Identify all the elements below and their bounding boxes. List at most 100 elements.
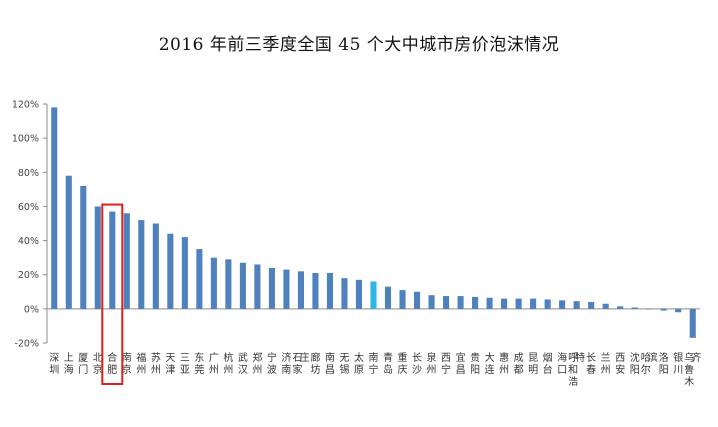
x-tick-label: 昆明 bbox=[528, 352, 538, 376]
bar bbox=[573, 301, 580, 309]
y-tick-label: -20% bbox=[14, 339, 39, 350]
x-tick-label: 哈尔滨 bbox=[641, 351, 658, 376]
x-tick-label: 泉州 bbox=[427, 351, 437, 376]
bar bbox=[297, 271, 304, 309]
x-tick-label: 南昌 bbox=[325, 351, 335, 376]
overlays bbox=[101, 203, 124, 385]
x-tick-label: 武汉 bbox=[238, 351, 248, 376]
bar bbox=[152, 223, 159, 309]
bar bbox=[530, 298, 537, 309]
y-tick-label: 60% bbox=[18, 202, 39, 213]
y-tick-label: 80% bbox=[18, 168, 39, 179]
x-tick-label: 长沙 bbox=[412, 352, 422, 376]
x-tick-label: 长春 bbox=[586, 352, 596, 376]
x-tick-label: 重庆 bbox=[398, 351, 408, 376]
bar bbox=[515, 298, 522, 309]
x-tick-label: 海口 bbox=[557, 351, 567, 376]
x-tick-label: 济南 bbox=[281, 351, 291, 376]
bar bbox=[138, 220, 145, 309]
bar bbox=[196, 249, 203, 309]
x-tick-label: 廊坊 bbox=[310, 351, 320, 376]
x-tick-label: 青岛 bbox=[383, 351, 393, 376]
x-tick-label: 合肥 bbox=[107, 351, 117, 376]
bar bbox=[312, 273, 319, 309]
x-tick-label: 宜昌 bbox=[456, 351, 466, 376]
bar bbox=[326, 273, 334, 309]
x-tick-label: 上海 bbox=[64, 352, 74, 376]
x-tick-label: 西安 bbox=[615, 353, 625, 376]
x-tick-label: 宁波 bbox=[267, 351, 277, 376]
bar bbox=[123, 213, 130, 309]
x-tick-label: 乌鲁木齐 bbox=[684, 351, 701, 388]
bar bbox=[370, 281, 377, 309]
bar bbox=[660, 308, 667, 311]
bar bbox=[109, 211, 116, 309]
x-tick-label: 无锡 bbox=[339, 353, 349, 376]
bar bbox=[355, 279, 363, 309]
y-tick-label: 0% bbox=[24, 304, 39, 315]
bar bbox=[210, 257, 217, 309]
x-tick-label: 苏州 bbox=[151, 351, 161, 376]
x-tick-label: 银川 bbox=[673, 351, 683, 376]
x-tick-label: 烟台 bbox=[543, 351, 553, 376]
bar bbox=[646, 308, 653, 310]
bar bbox=[472, 296, 479, 309]
y-tick-label: 40% bbox=[18, 236, 39, 247]
bar bbox=[268, 267, 275, 309]
bar bbox=[384, 286, 392, 309]
bar bbox=[689, 308, 696, 338]
bar bbox=[413, 291, 421, 309]
x-tick-label: 石家庄 bbox=[292, 351, 309, 376]
bar bbox=[239, 262, 246, 309]
x-tick-label: 北京 bbox=[93, 352, 103, 376]
x-tick-label: 深圳 bbox=[49, 352, 59, 376]
x-tick-label: 惠州 bbox=[499, 351, 509, 376]
x-tick-label: 杭州 bbox=[223, 351, 233, 376]
bar bbox=[428, 295, 435, 309]
bar bbox=[51, 107, 58, 309]
bar bbox=[181, 237, 188, 309]
y-tick-label: 100% bbox=[12, 134, 39, 145]
bar bbox=[486, 297, 493, 309]
y-axis-ticks: -20% 0% 20% 40% 60% 80% 100% 120% bbox=[12, 100, 47, 350]
bar bbox=[559, 300, 566, 309]
x-tick-label: 厦门 bbox=[78, 352, 88, 376]
x-tick-label: 成都 bbox=[514, 352, 524, 376]
x-tick-label: 广州 bbox=[209, 352, 219, 376]
chart-title: 2016 年前三季度全国 45 个大中城市房价泡沫情况 bbox=[158, 35, 560, 55]
x-tick-label: 南京 bbox=[122, 351, 132, 376]
x-tick-label: 东莞 bbox=[194, 351, 204, 376]
x-tick-label: 洛阳 bbox=[659, 351, 669, 376]
bar bbox=[631, 307, 638, 309]
bar bbox=[80, 185, 87, 309]
x-tick-label: 兰州 bbox=[601, 351, 611, 376]
bar bbox=[94, 206, 101, 309]
highlight-box bbox=[101, 203, 124, 385]
x-tick-label: 大连 bbox=[485, 351, 495, 376]
bar bbox=[675, 308, 682, 313]
x-tick-label: 太原 bbox=[354, 351, 364, 376]
x-tick-label: 天津 bbox=[165, 353, 175, 376]
x-tick-label: 贵阳 bbox=[470, 351, 480, 376]
y-tick-label: 20% bbox=[18, 270, 39, 281]
x-tick-label: 三亚 bbox=[180, 353, 190, 376]
bar bbox=[617, 306, 624, 309]
bar bbox=[341, 278, 348, 309]
x-tick-label: 西宁 bbox=[441, 353, 451, 376]
bars bbox=[51, 107, 696, 338]
bar bbox=[501, 298, 508, 309]
bar bbox=[283, 269, 290, 309]
x-tick-label: 福州 bbox=[136, 351, 146, 376]
x-tick-label: 南宁 bbox=[369, 351, 379, 376]
bar bbox=[399, 290, 406, 309]
bar bbox=[588, 302, 595, 309]
bar bbox=[544, 299, 551, 309]
bar bbox=[457, 296, 464, 309]
bar bbox=[225, 259, 232, 309]
bar bbox=[443, 296, 450, 309]
x-tick-label: 沈阳 bbox=[630, 351, 640, 376]
bar bbox=[167, 233, 174, 309]
x-tick-label: 郑州 bbox=[252, 351, 262, 376]
